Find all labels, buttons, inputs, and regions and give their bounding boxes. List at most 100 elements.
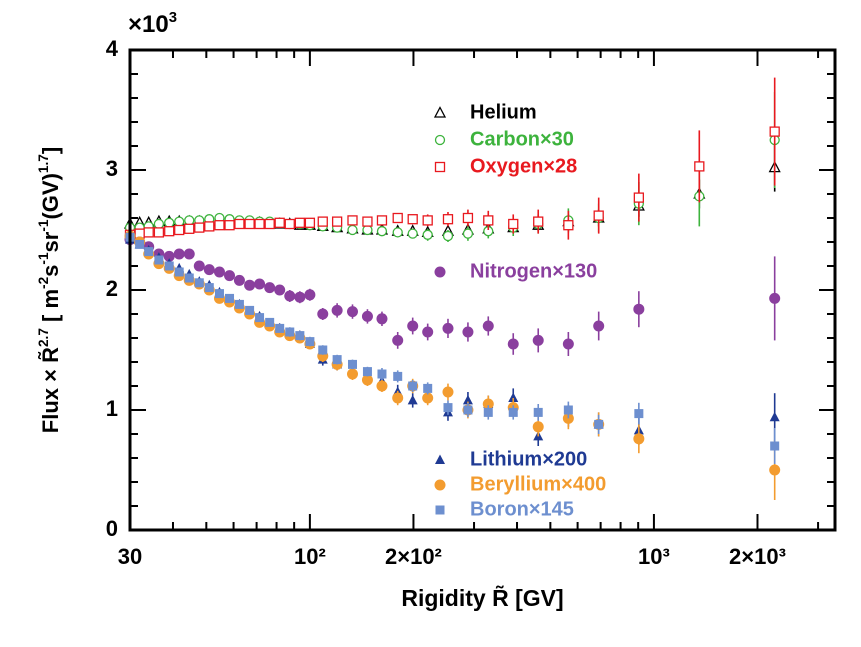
point xyxy=(203,264,215,276)
point xyxy=(563,220,574,231)
point xyxy=(204,283,214,293)
legend-label: Nitrogen×130 xyxy=(470,260,597,282)
point xyxy=(164,261,174,271)
point xyxy=(392,334,404,346)
point xyxy=(483,215,494,226)
point xyxy=(184,223,195,234)
point xyxy=(408,381,418,391)
legend-marker xyxy=(435,505,445,515)
point xyxy=(562,338,574,350)
legend-marker xyxy=(433,106,447,118)
point xyxy=(442,322,454,334)
y-multiplier: ×103 xyxy=(128,10,177,38)
point xyxy=(508,407,518,417)
point xyxy=(305,337,315,347)
point xyxy=(294,291,306,303)
y-tick-label: 2 xyxy=(106,276,118,301)
point xyxy=(422,326,434,338)
point xyxy=(295,331,305,341)
point xyxy=(174,216,185,227)
point xyxy=(224,270,236,282)
y-axis-label-part: -1 xyxy=(36,219,51,232)
legend-label: Helium xyxy=(470,101,537,123)
point xyxy=(144,247,154,257)
point xyxy=(422,215,433,226)
point xyxy=(532,334,544,346)
point xyxy=(244,279,256,291)
point xyxy=(234,218,245,230)
point xyxy=(331,304,343,316)
x-tick-label: 10² xyxy=(294,544,326,569)
point xyxy=(255,313,265,323)
point xyxy=(317,216,328,227)
point xyxy=(284,218,295,230)
legend-marker xyxy=(434,161,446,173)
point xyxy=(376,226,388,237)
point xyxy=(174,267,184,277)
y-axis-label-part: s xyxy=(38,265,63,277)
point xyxy=(254,218,265,230)
x-tick-label: 30 xyxy=(118,544,142,569)
y-axis-label-part: -2 xyxy=(36,276,51,289)
point xyxy=(274,217,285,228)
point xyxy=(422,229,433,240)
point xyxy=(362,216,373,227)
point xyxy=(194,222,205,233)
y-axis-label-part: 2.7 xyxy=(36,328,51,347)
y-multiplier-part: ×10 xyxy=(128,11,169,38)
point xyxy=(633,192,644,203)
point xyxy=(483,407,493,417)
plot-frame xyxy=(128,48,837,532)
point xyxy=(346,368,358,380)
point xyxy=(634,409,644,419)
point xyxy=(593,210,604,221)
point xyxy=(304,217,316,228)
x-tick-label: 10³ xyxy=(638,544,670,569)
point xyxy=(153,227,165,238)
point xyxy=(392,212,403,224)
x-axis-label: Rigidity R̃ [GV] xyxy=(401,584,563,611)
point xyxy=(275,323,285,333)
point xyxy=(361,310,373,322)
legend-marker xyxy=(434,266,446,278)
point xyxy=(442,214,454,225)
point xyxy=(769,292,781,304)
point xyxy=(482,320,494,332)
point xyxy=(234,299,244,309)
point xyxy=(214,289,224,299)
point xyxy=(264,218,275,230)
legend-marker xyxy=(434,134,446,146)
point xyxy=(347,359,357,369)
point xyxy=(194,278,204,288)
x-tick-label: 2×10³ xyxy=(729,544,786,569)
y-axis-label-part: [ m xyxy=(38,289,63,328)
point xyxy=(224,220,235,231)
point xyxy=(407,320,419,332)
x-tick-label: 2×10² xyxy=(385,544,442,569)
point xyxy=(143,227,154,238)
point xyxy=(407,214,418,225)
point xyxy=(443,403,453,413)
point xyxy=(183,248,195,260)
point xyxy=(213,266,225,278)
y-tick-label: 3 xyxy=(106,156,118,181)
point xyxy=(769,411,780,422)
point xyxy=(442,386,454,398)
point xyxy=(362,367,372,377)
point xyxy=(174,224,185,236)
point xyxy=(204,221,215,232)
point xyxy=(164,217,175,228)
point xyxy=(332,355,342,365)
point xyxy=(694,161,705,172)
point xyxy=(376,313,388,325)
point xyxy=(347,215,358,226)
point xyxy=(462,326,474,338)
y-axis-label-part: ] xyxy=(38,147,63,154)
point xyxy=(462,228,474,239)
point xyxy=(184,215,195,226)
point xyxy=(407,228,418,239)
point xyxy=(233,274,245,286)
point xyxy=(507,338,519,350)
point xyxy=(225,293,235,303)
